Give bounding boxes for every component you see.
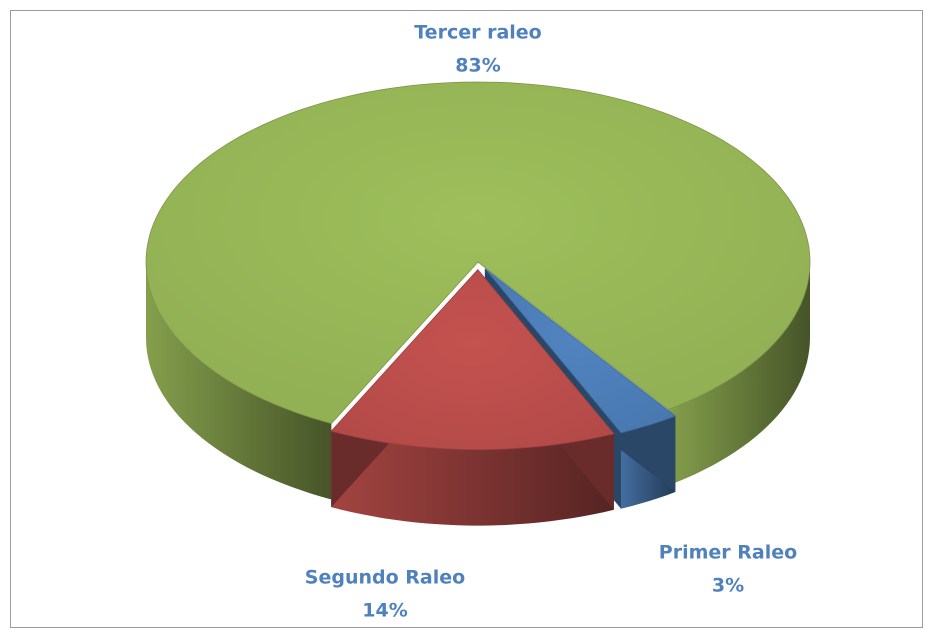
- slice-value-label: 14%: [362, 600, 407, 622]
- slice-side: [146, 262, 332, 500]
- slice-top: [330, 268, 615, 450]
- slice-label: Tercer raleo: [414, 22, 541, 44]
- slice: [145, 81, 811, 500]
- slice-label: Primer Raleo: [659, 542, 797, 564]
- slice-side: [331, 431, 614, 526]
- slice-side: [668, 262, 810, 486]
- slice-label: Segundo Raleo: [305, 567, 465, 589]
- slice-top: [484, 268, 677, 434]
- slice-top: [145, 81, 811, 424]
- slice-value-label: 3%: [712, 575, 744, 597]
- slice: [330, 268, 615, 526]
- slice-value-label: 83%: [455, 55, 500, 77]
